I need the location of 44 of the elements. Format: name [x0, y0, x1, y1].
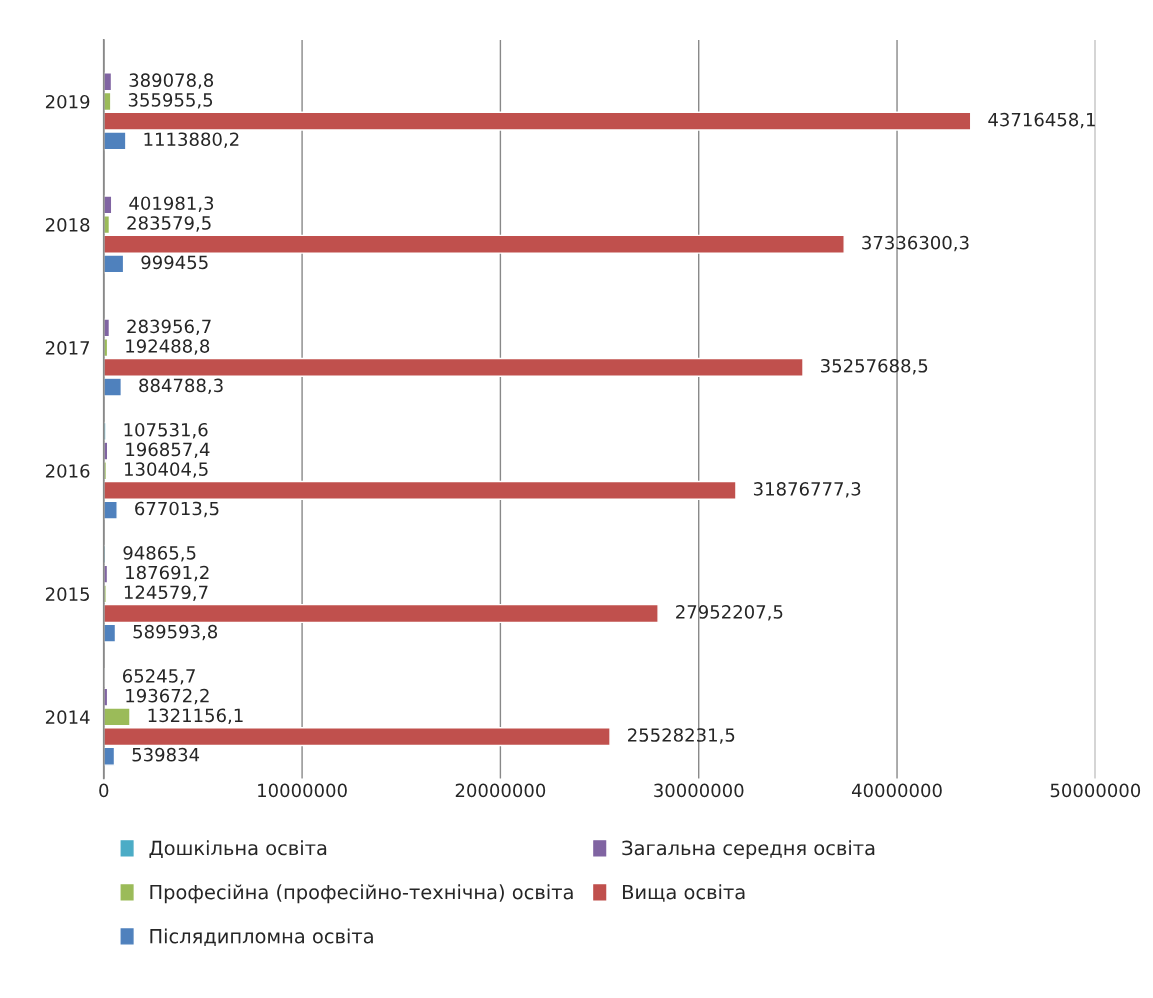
- legend-label: Професійна (професійно-технічна) освіта: [150, 884, 573, 904]
- data-label: 35257688,5: [821, 358, 928, 375]
- x-tick-label: 20000000: [455, 783, 546, 798]
- legend-label: Дошкільна освіта: [149, 840, 327, 859]
- data-label: 884788,3: [139, 378, 223, 395]
- data-label: 389078,8: [129, 73, 214, 89]
- data-label: 65245,7: [122, 669, 195, 685]
- x-tick-label: 40000000: [851, 783, 942, 798]
- data-label: 401981,3: [129, 196, 214, 212]
- y-tick-label: 2016: [45, 464, 90, 478]
- data-label: 25528231,5: [628, 728, 735, 744]
- data-label: 196857,4: [126, 442, 210, 459]
- data-label: 1113880,2: [144, 132, 239, 148]
- y-tick-label: 2015: [45, 587, 89, 601]
- legend-label: Вища освіта: [623, 884, 745, 902]
- data-label: 589593,8: [133, 624, 218, 641]
- data-label: 130404,5: [125, 462, 208, 478]
- x-tick-label: 0: [99, 783, 109, 798]
- legend-label: Післядипломна освіта: [150, 928, 373, 946]
- data-label: 192488,8: [126, 339, 210, 355]
- x-tick-label: 30000000: [654, 783, 744, 798]
- data-label: 999455: [141, 255, 208, 270]
- y-tick-label: 2014: [45, 710, 90, 725]
- x-tick-label: 50000000: [1050, 783, 1141, 798]
- data-label: 124579,7: [124, 585, 208, 601]
- data-label: 187691,2: [126, 565, 209, 582]
- data-label: 37336300,3: [862, 235, 969, 252]
- data-label: 193672,2: [126, 688, 209, 705]
- data-label: 283579,5: [127, 216, 211, 232]
- x-tick-label: 10000000: [258, 783, 347, 798]
- y-tick-label: 2018: [45, 218, 90, 232]
- data-label: 539834: [132, 747, 200, 762]
- y-tick-label: 2017: [45, 341, 90, 355]
- data-label: 1321156,1: [148, 708, 243, 724]
- data-label: 355955,5: [128, 93, 213, 109]
- data-label: 94865,5: [123, 546, 196, 562]
- data-label: 283956,7: [127, 319, 211, 336]
- data-label: 27952207,5: [676, 605, 783, 621]
- data-label: 31876777,3: [753, 482, 861, 498]
- data-label: 107531,6: [124, 422, 208, 439]
- y-tick-label: 2019: [45, 94, 90, 109]
- data-label: 43716458,1: [988, 112, 1095, 129]
- data-label: 677013,5: [135, 501, 219, 518]
- legend-label: Загальна середня освіта: [622, 840, 875, 860]
